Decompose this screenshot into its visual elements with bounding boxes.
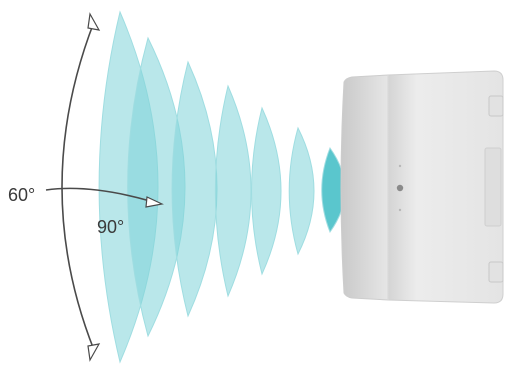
- speaker-side-panel: [387, 70, 504, 304]
- wave-lobe-3: [171, 60, 218, 318]
- speaker-screw-hole-bottom: [398, 208, 402, 212]
- vertical-coverage-indicator: [61, 12, 101, 362]
- wave-lobe-5: [251, 106, 282, 276]
- wave-lobe-4: [214, 84, 252, 298]
- horizontal-coverage-curve: [45, 187, 151, 202]
- horizontal-coverage-indicator: [45, 187, 164, 208]
- speaker-bracket-top: [488, 95, 504, 117]
- speaker-screw-hole-top: [398, 164, 402, 168]
- arrowhead-bottom-icon: [87, 343, 101, 362]
- horizontal-angle-label: 90°: [97, 217, 125, 237]
- speaker-bracket-bottom: [488, 261, 504, 283]
- sound-wave-lobes: [98, 10, 346, 364]
- wave-lobe-6: [288, 126, 315, 256]
- vertical-angle-label: 60°: [8, 185, 36, 205]
- speaker-front-face: [340, 74, 389, 301]
- vertical-coverage-arc: [61, 21, 95, 351]
- speaker-handle-recess: [484, 147, 502, 227]
- speaker-cabinet: [340, 70, 504, 304]
- arrowhead-right-icon: [145, 196, 164, 208]
- arrowhead-top-icon: [87, 12, 101, 31]
- speaker-mount-screw: [396, 184, 404, 192]
